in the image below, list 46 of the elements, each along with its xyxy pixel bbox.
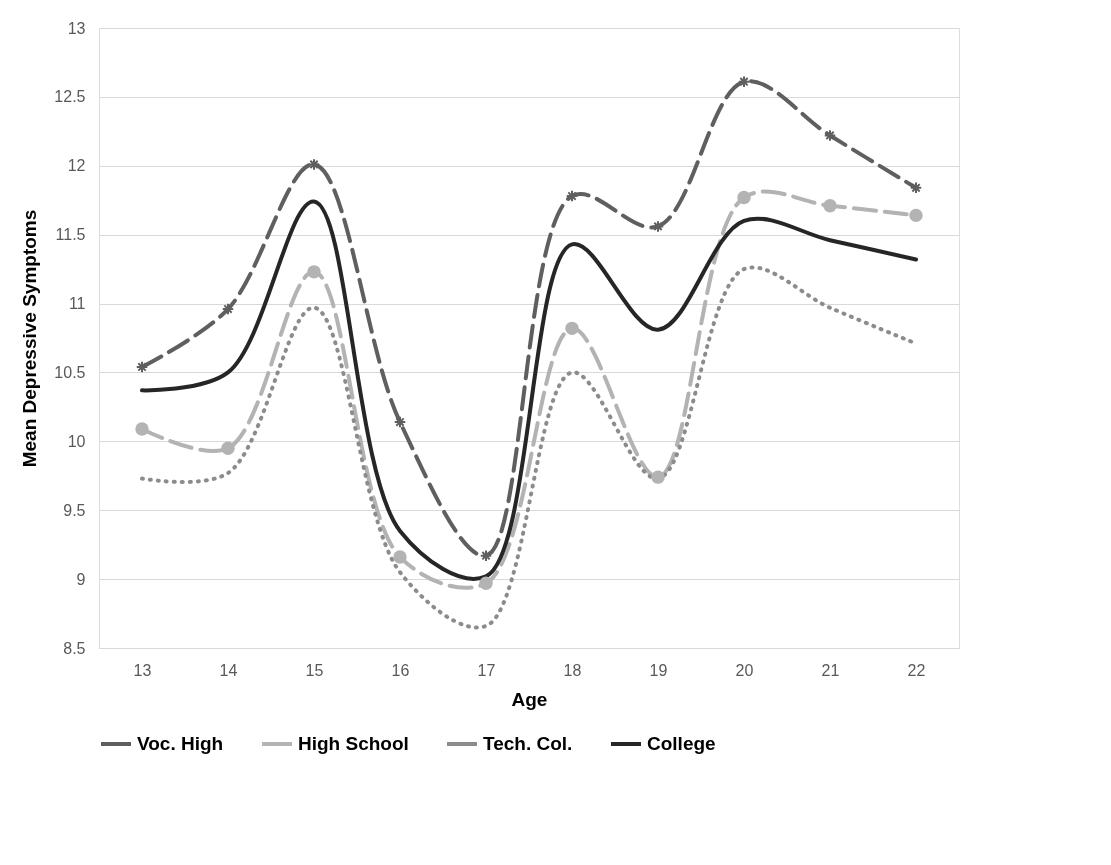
point [135, 422, 149, 436]
x-tick-label: 19 [649, 661, 668, 679]
x-tick-label: 13 [133, 661, 152, 679]
point [221, 441, 235, 455]
point [479, 576, 493, 590]
point [651, 220, 665, 233]
x-tick-label: 18 [563, 661, 582, 679]
point [737, 190, 751, 205]
x-axis-title: Age [511, 688, 548, 710]
point [135, 360, 149, 374]
x-tick-label: 15 [305, 661, 324, 679]
point [565, 321, 579, 336]
point [221, 302, 235, 316]
y-tick-label: 8.5 [63, 639, 86, 657]
y-tick-label: 11 [68, 295, 86, 313]
x-tick-label: 21 [821, 661, 840, 679]
point [565, 189, 579, 203]
y-tick-label: 12.5 [54, 88, 86, 106]
point [393, 415, 407, 429]
point [651, 470, 665, 484]
x-tick-label: 14 [219, 661, 238, 679]
point [479, 549, 493, 562]
legend-label: Tech. Col. [483, 733, 573, 754]
x-tick-label: 17 [477, 661, 496, 679]
point [909, 208, 923, 223]
y-tick-label: 9.5 [63, 501, 86, 519]
point [307, 158, 321, 171]
y-tick-label: 9 [76, 570, 86, 588]
point [307, 265, 321, 279]
point [823, 129, 837, 142]
y-axis-title: Mean Depressive Symptoms [19, 209, 41, 468]
x-tick-label: 16 [391, 661, 410, 679]
y-tick-label: 11.5 [55, 226, 86, 244]
legend-label: College [647, 733, 716, 754]
legend-label: Voc. High [137, 733, 224, 754]
legend-label: High School [298, 733, 409, 754]
y-tick-label: 10.5 [54, 363, 86, 381]
x-tick-label: 20 [735, 661, 754, 679]
y-tick-label: 12 [67, 157, 86, 175]
y-tick-label: 13 [67, 19, 86, 37]
point [393, 550, 407, 564]
point [737, 75, 751, 88]
x-tick-label: 22 [907, 661, 926, 679]
point [909, 181, 923, 195]
y-tick-label: 10 [67, 432, 86, 450]
point [823, 199, 837, 213]
